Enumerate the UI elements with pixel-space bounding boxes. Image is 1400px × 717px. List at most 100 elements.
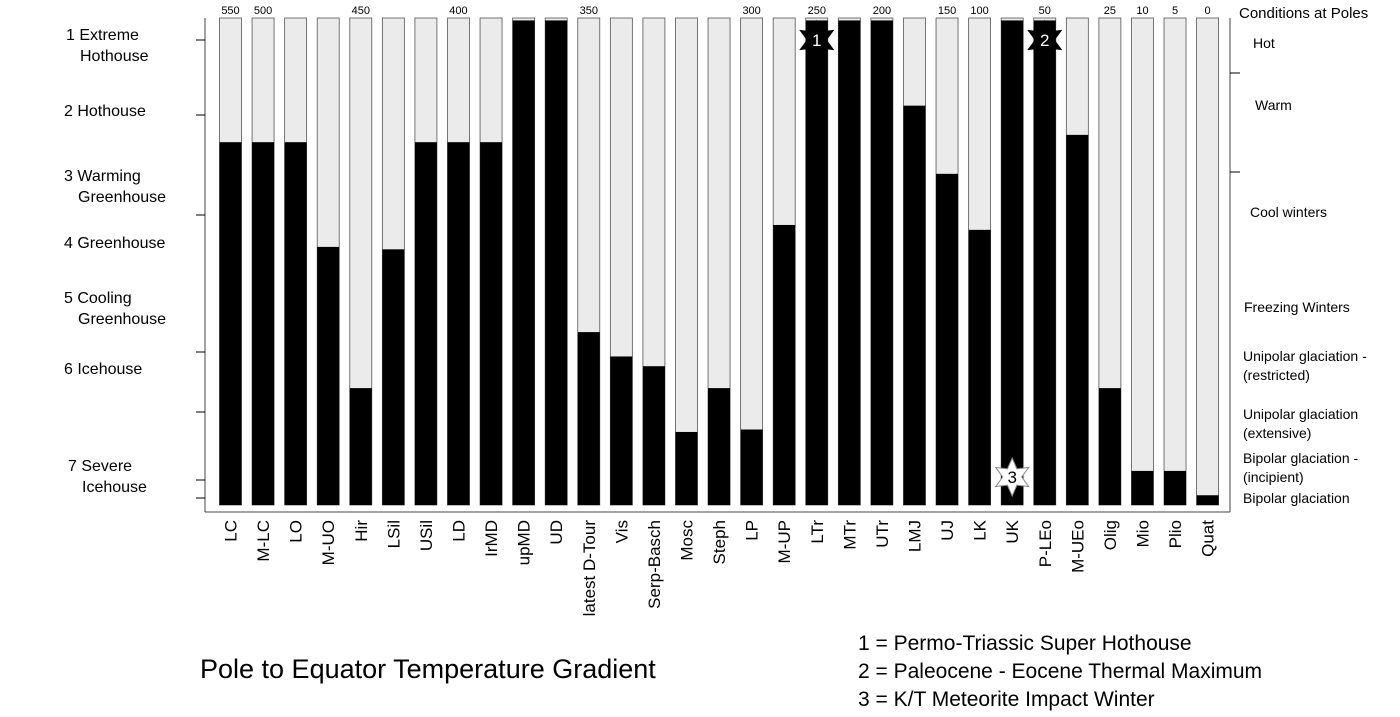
left-class-label-line: Greenhouse — [78, 311, 167, 328]
right-condition-label-line: (extensive) — [1243, 425, 1312, 441]
top-axis-tick-label: 500 — [254, 5, 272, 17]
bar — [838, 20, 861, 506]
column-background — [1131, 17, 1154, 506]
right-condition-label-line: Warm — [1255, 97, 1292, 113]
right-condition-label: Cool winters — [1250, 203, 1327, 222]
chart-title: Pole to Equator Temperature Gradient — [200, 654, 656, 684]
bar — [577, 332, 600, 505]
top-axis-tick-label: 10 — [1136, 5, 1148, 17]
event-marker-label: 2 — [1040, 31, 1049, 50]
right-condition-label: Bipolar glaciation — [1243, 489, 1350, 508]
left-class-label-line: 1 Extreme — [66, 27, 139, 44]
bar — [512, 20, 535, 506]
category-label: UTr — [873, 520, 892, 548]
right-condition-label-line: Hot — [1253, 35, 1275, 51]
top-axis-tick-label: 25 — [1104, 5, 1116, 17]
right-condition-label-line: Bipolar glaciation — [1243, 490, 1350, 506]
top-axis-tick-label: 400 — [449, 5, 467, 17]
category-label: MTr — [840, 520, 859, 550]
event-marker-star — [994, 456, 1030, 498]
bar — [480, 142, 503, 505]
bar — [252, 142, 275, 505]
right-condition-label: Freezing Winters — [1244, 298, 1350, 317]
left-class-label-line: 3 Warming — [64, 168, 141, 185]
left-class-label: 7 Severe Icehouse — [68, 456, 147, 498]
left-class-label: 6 Icehouse — [64, 359, 142, 380]
left-class-label-line: 6 Icehouse — [64, 361, 143, 378]
right-condition-label-line: (restricted) — [1243, 367, 1310, 383]
category-label: UJ — [938, 520, 957, 541]
bar — [610, 356, 633, 505]
right-condition-label-line: Cool winters — [1250, 204, 1328, 220]
left-class-label-line: 5 Cooling — [64, 290, 132, 307]
bar — [1131, 470, 1154, 505]
top-axis-tick-label: 350 — [580, 5, 598, 17]
top-axis-tick-label: 250 — [808, 5, 826, 17]
bar — [740, 429, 763, 505]
category-label: Olig — [1101, 520, 1120, 550]
top-axis-tick-label: 150 — [938, 5, 956, 17]
right-condition-label: Unipolar glaciation - (restricted) — [1243, 347, 1367, 385]
category-label: LTr — [808, 520, 827, 544]
column-background — [1196, 17, 1219, 506]
category-label: Quat — [1199, 520, 1218, 557]
bar — [870, 20, 893, 506]
category-label: LMJ — [905, 520, 924, 552]
top-axis-tick-label: 450 — [352, 5, 370, 17]
left-class-label-line: 4 Greenhouse — [64, 235, 166, 252]
category-label: LP — [743, 520, 762, 541]
category-label: UK — [1003, 519, 1022, 543]
bar — [642, 366, 665, 505]
bar — [1196, 495, 1219, 505]
top-axis-tick-label: 100 — [970, 5, 988, 17]
note-3: 3 = K/T Meteorite Impact Winter — [858, 688, 1155, 711]
top-axis-tick-label: 200 — [873, 5, 891, 17]
left-class-label-line: 2 Hothouse — [64, 103, 146, 120]
bar — [382, 249, 405, 505]
bar — [903, 105, 926, 505]
bar — [1001, 20, 1024, 506]
category-label: LK — [971, 519, 990, 540]
category-label: Serp-Basch — [645, 520, 664, 609]
category-label: M-UP — [775, 520, 794, 563]
right-condition-label-line: Unipolar glaciation - — [1243, 348, 1367, 364]
event-marker-label: 3 — [1007, 468, 1016, 487]
bar — [349, 388, 372, 505]
top-axis-tick-label: 50 — [1039, 5, 1051, 17]
bar — [805, 20, 828, 506]
bar — [708, 388, 731, 505]
left-class-label: 2 Hothouse — [64, 101, 146, 122]
bar — [936, 173, 959, 505]
event-marker-star — [1027, 19, 1063, 61]
category-label: Mosc — [677, 520, 696, 561]
bar — [317, 246, 340, 505]
right-header: Conditions at Poles — [1239, 5, 1369, 22]
bar — [1164, 470, 1187, 505]
category-label: M-LC — [254, 520, 273, 562]
event-marker-label: 1 — [812, 31, 821, 50]
category-label: Vis — [612, 520, 631, 543]
category-label: Steph — [710, 520, 729, 564]
top-axis-tick-label: 5 — [1172, 5, 1178, 17]
bar — [545, 20, 568, 506]
category-label: IrMD — [482, 520, 501, 557]
category-label: Mio — [1133, 520, 1152, 547]
category-label: UD — [547, 520, 566, 545]
right-condition-label-line: Unipolar glaciation — [1243, 406, 1359, 422]
category-label: latest D-Tour — [580, 520, 599, 617]
category-label: upMD — [515, 520, 534, 565]
right-condition-label: Bipolar glaciation - (incipient) — [1243, 449, 1358, 487]
bar — [968, 229, 991, 505]
left-class-label: 5 Cooling Greenhouse — [64, 288, 166, 330]
left-class-label: 4 Greenhouse — [64, 233, 165, 254]
note-1: 1 = Permo-Triassic Super Hothouse — [858, 632, 1192, 655]
bar — [773, 224, 796, 505]
category-label: Plio — [1166, 520, 1185, 548]
left-class-label: 3 Warming Greenhouse — [64, 166, 166, 208]
bar — [219, 142, 242, 505]
bar — [414, 142, 437, 505]
right-condition-label-line: Bipolar glaciation - — [1243, 450, 1359, 466]
bar — [1033, 20, 1056, 506]
bar — [675, 431, 698, 505]
